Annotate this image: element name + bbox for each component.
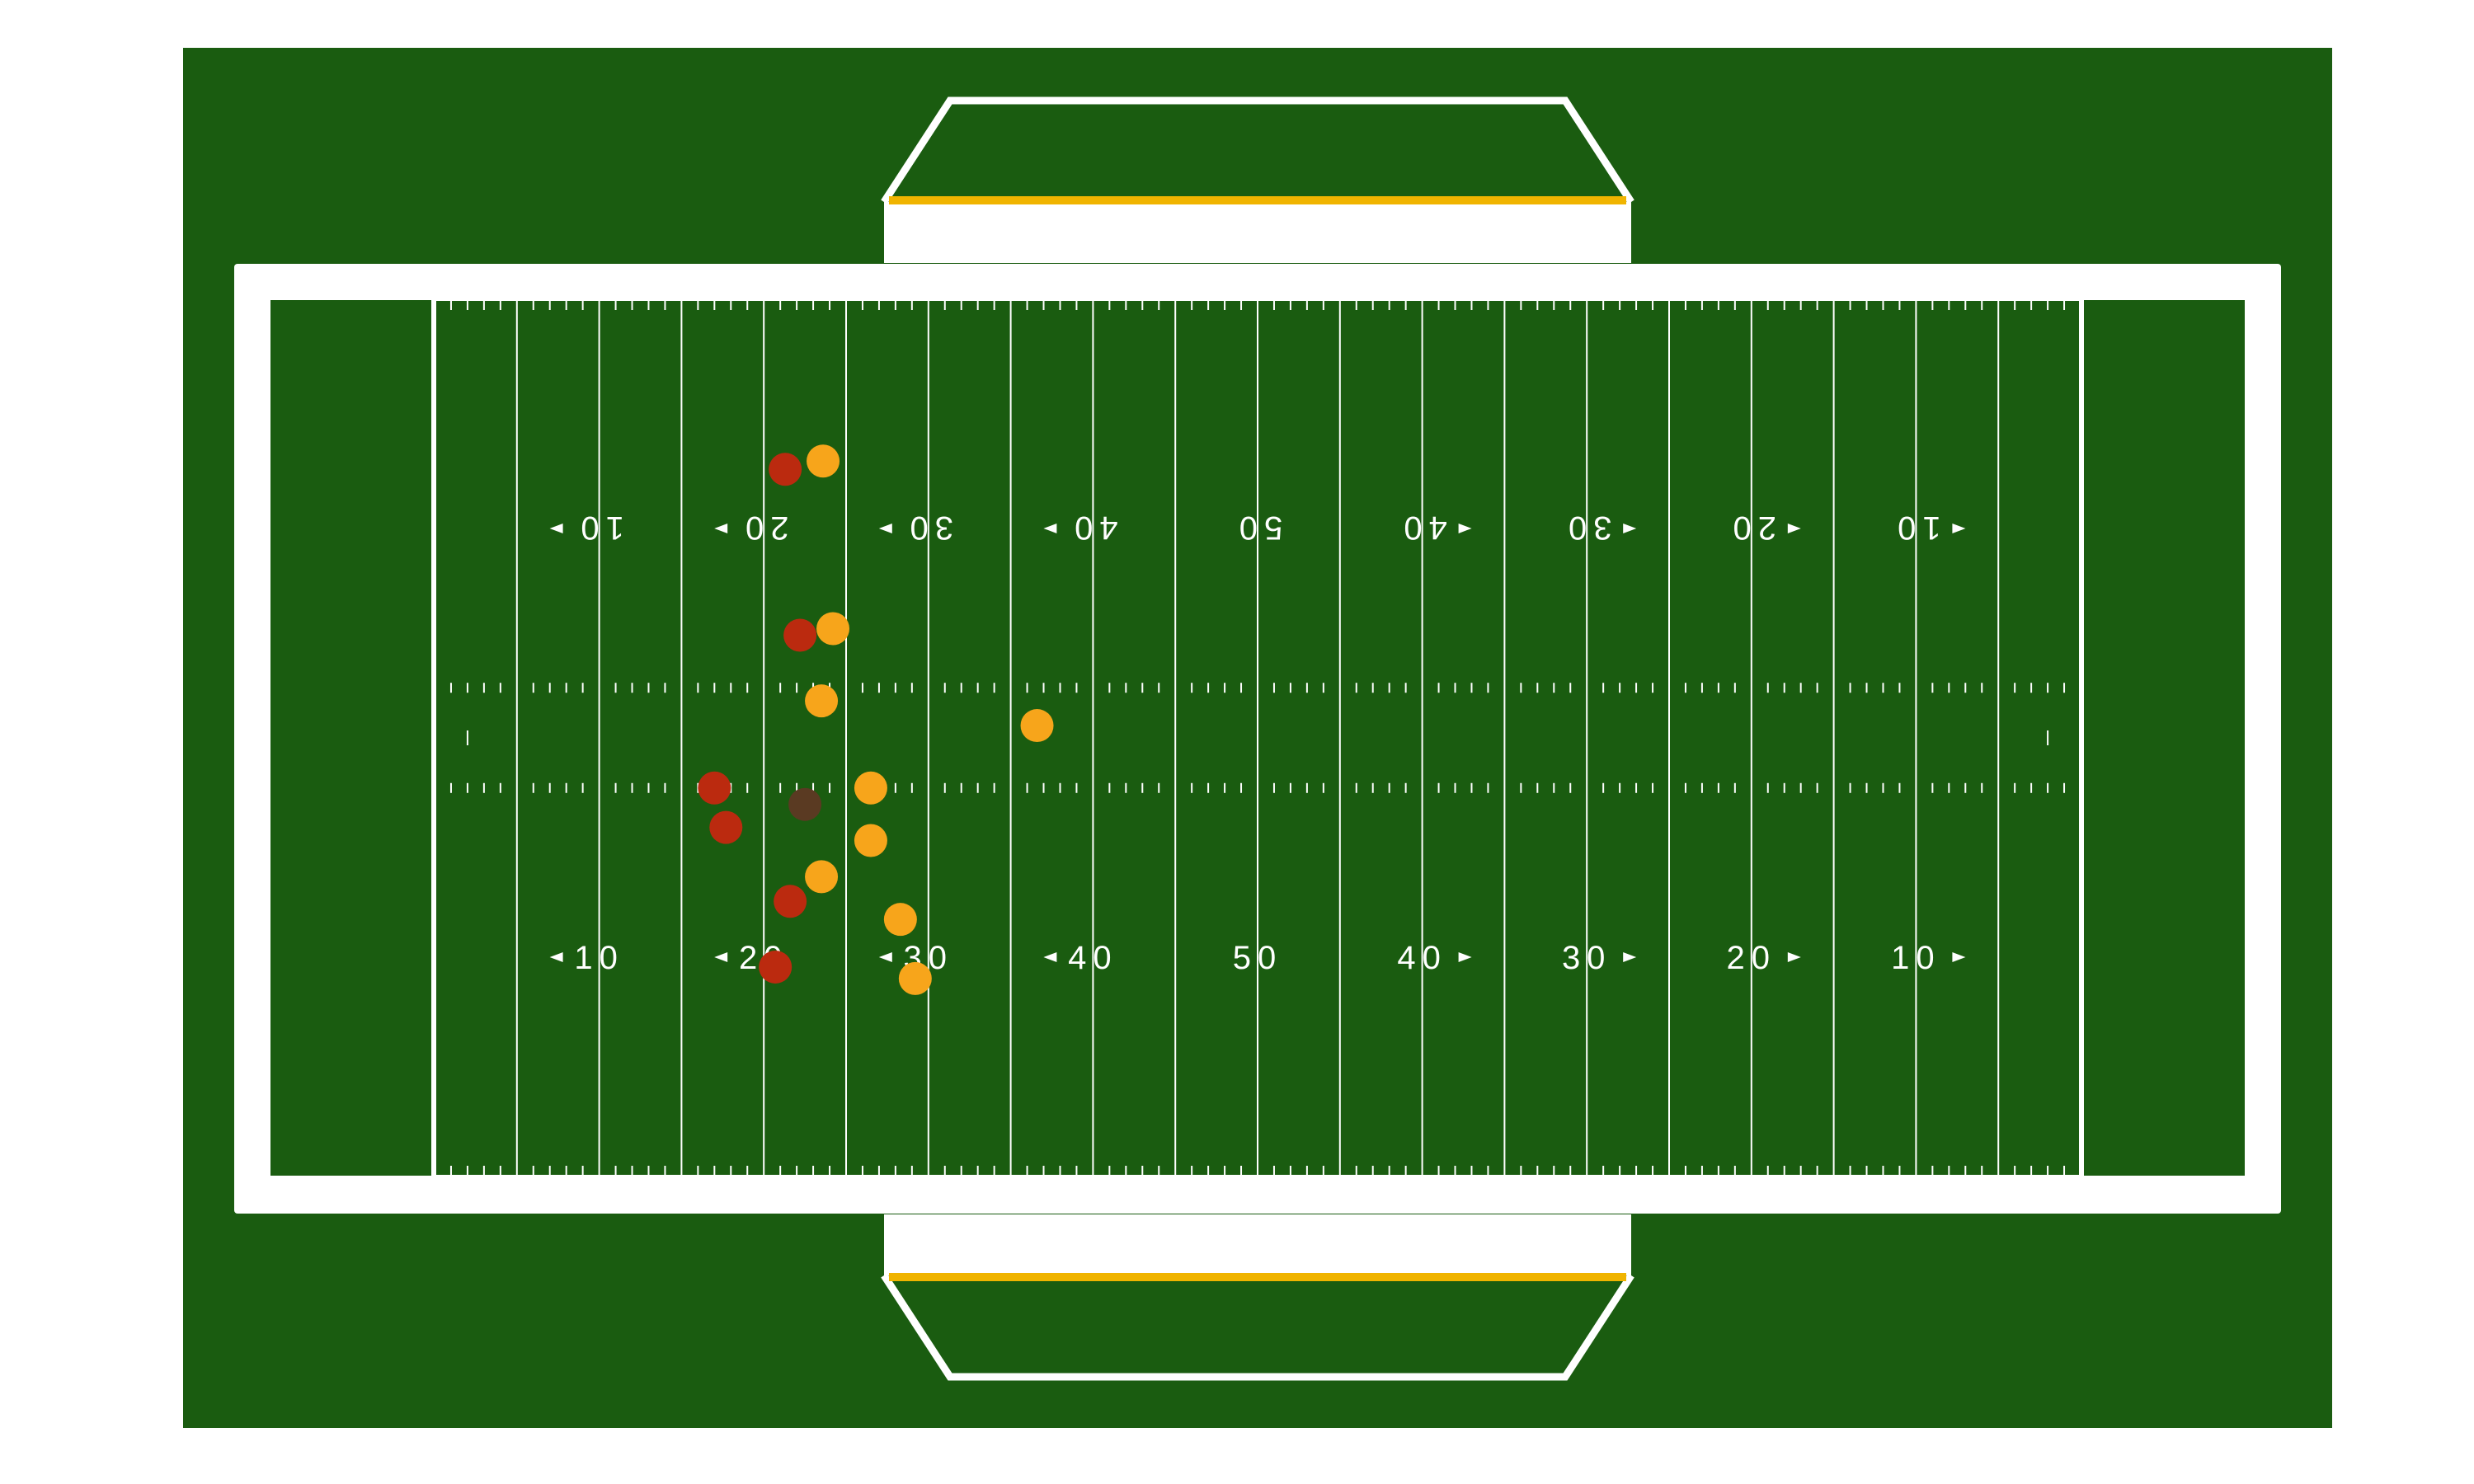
yard-lines — [433, 299, 2082, 1176]
player-gold — [807, 444, 840, 478]
apron-top — [884, 202, 1631, 263]
apron-bottom — [884, 1214, 1631, 1275]
yard-number-top: 20 — [1727, 510, 1777, 546]
endzone-left — [270, 300, 431, 1176]
direction-arrow — [1623, 951, 1637, 962]
ball-marker — [788, 787, 822, 821]
player-gold — [1020, 709, 1054, 743]
direction-arrow — [1787, 523, 1801, 533]
player-gold — [898, 961, 932, 995]
direction-arrow — [1787, 951, 1801, 962]
direction-arrow — [878, 951, 892, 962]
yard-number-top: 30 — [1562, 510, 1612, 546]
player-gold — [854, 824, 887, 857]
yard-number-top: 30 — [904, 510, 954, 546]
direction-arrow — [1623, 523, 1637, 533]
hash-marks — [449, 300, 2066, 1176]
player-red — [783, 618, 817, 652]
player-gold — [883, 903, 917, 937]
direction-arrow — [714, 523, 728, 533]
direction-arrow — [1458, 523, 1472, 533]
yard-number-bottom: 50 — [1233, 940, 1283, 976]
yard-number-top: 10 — [574, 510, 624, 546]
player-gold — [816, 612, 850, 646]
player-red — [759, 950, 793, 984]
yard-numbers-top: 10 20 30 40 50 40 30 20 10 — [549, 510, 1966, 546]
direction-arrow — [878, 523, 892, 533]
direction-arrow — [714, 951, 728, 962]
yard-number-bottom: 10 — [1891, 940, 1941, 976]
yard-number-bottom: 10 — [574, 940, 624, 976]
direction-arrow — [1043, 951, 1057, 962]
direction-arrow — [1952, 951, 1966, 962]
player-gold — [805, 860, 839, 894]
yard-number-top: 20 — [739, 510, 789, 546]
player-red — [769, 453, 802, 486]
direction-arrow — [549, 523, 563, 533]
player-red — [709, 810, 743, 844]
yard-number-top: 50 — [1233, 510, 1283, 546]
bench-bottom-border — [881, 1273, 1634, 1381]
player-gold — [854, 771, 887, 805]
players — [698, 444, 1054, 995]
direction-arrow — [549, 951, 563, 962]
yard-number-top: 40 — [1068, 510, 1118, 546]
yard-number-bottom: 20 — [1727, 940, 1777, 976]
direction-arrow — [1952, 523, 1966, 533]
yard-number-bottom: 40 — [1397, 940, 1447, 976]
endzone-right — [2084, 300, 2245, 1176]
direction-arrow — [1458, 951, 1472, 962]
yard-number-top: 10 — [1891, 510, 1941, 546]
player-red — [698, 771, 731, 805]
player-red — [774, 885, 807, 918]
yard-number-bottom: 30 — [1562, 940, 1612, 976]
direction-arrow — [1043, 523, 1057, 533]
team-bench-top — [884, 101, 1631, 202]
team-bench-bottom — [884, 1275, 1631, 1377]
player-gold — [805, 684, 839, 718]
yard-number-top: 40 — [1397, 510, 1447, 546]
yard-number-bottom: 40 — [1068, 940, 1118, 976]
bench-top-border — [881, 96, 1634, 204]
